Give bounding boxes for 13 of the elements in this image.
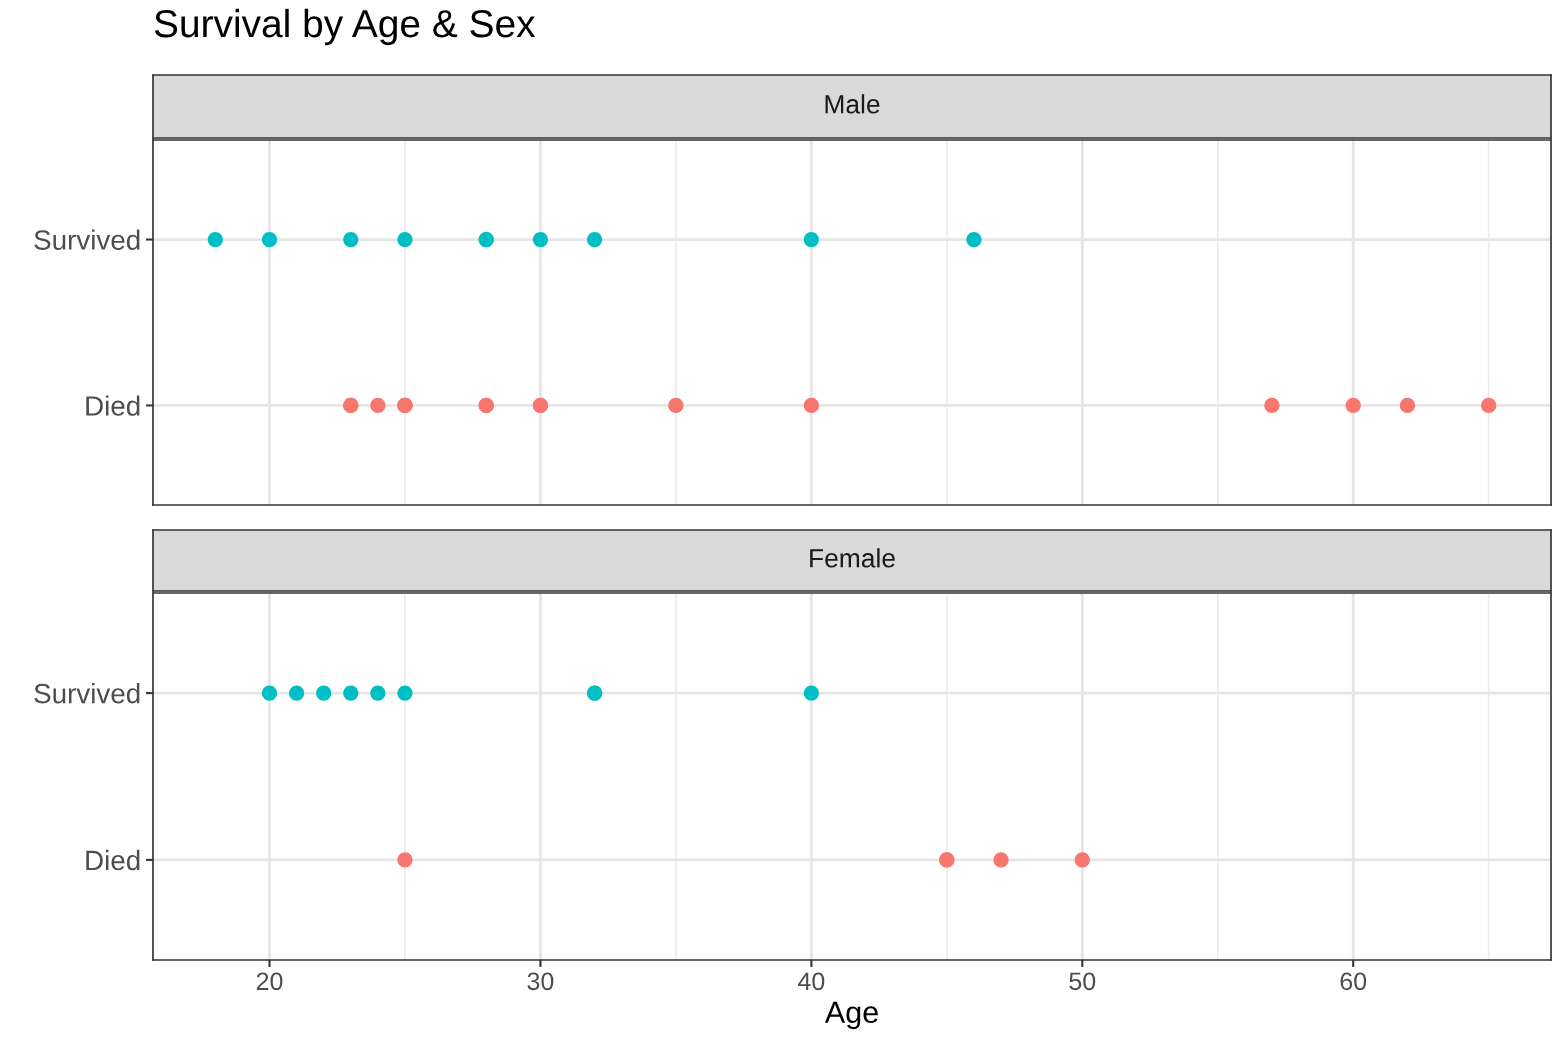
chart-subtitle: Female <box>810 548 895 568</box>
x-tick-label: 40 <box>798 972 825 991</box>
x-tick-label: 20 <box>256 972 283 991</box>
chart-title: Survival by Age & Sex <box>154 8 536 46</box>
y-tick-label: Survived <box>34 683 140 704</box>
x-tick-label: 30 <box>527 972 554 991</box>
x-tick-label: 50 <box>1069 972 1096 991</box>
x-axis-title: Age <box>824 1001 878 1030</box>
y-tick-label: Died <box>86 849 140 871</box>
y-tick-label: Survived <box>34 229 140 250</box>
y-tick-label: Died <box>86 395 140 416</box>
x-tick-label: 60 <box>1340 972 1367 991</box>
chart-subtitle: Male <box>825 94 880 114</box>
